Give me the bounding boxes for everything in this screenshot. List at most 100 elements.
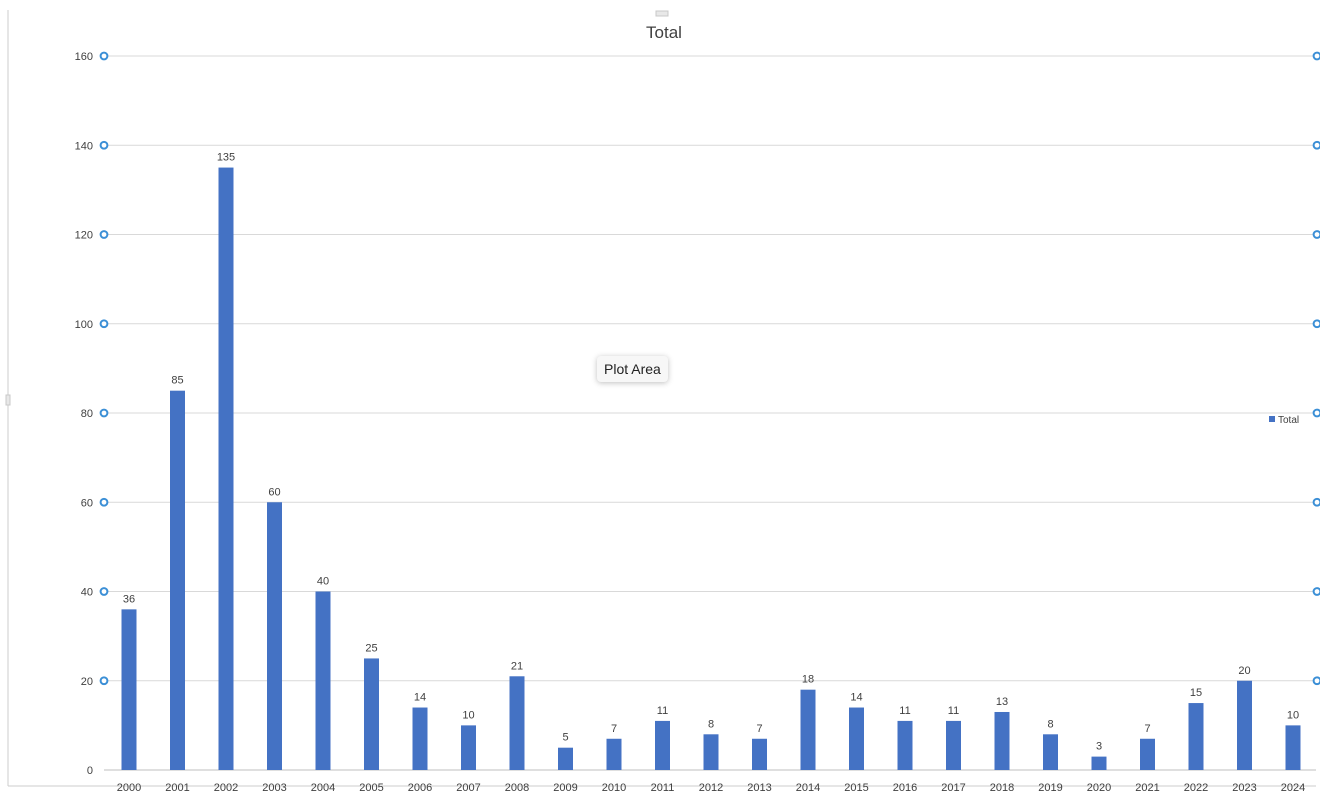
x-tick-label: 2006 <box>408 782 432 794</box>
data-label: 135 <box>217 152 235 164</box>
plot-area-left-handle[interactable] <box>99 140 109 150</box>
data-label: 40 <box>317 576 329 588</box>
x-tick-label: 2011 <box>651 782 675 794</box>
plot-area-right-handle[interactable] <box>1312 319 1320 329</box>
bar[interactable] <box>170 390 185 770</box>
chart-left-handle[interactable] <box>5 394 11 406</box>
plot-area-right-handle[interactable] <box>1312 230 1320 239</box>
x-tick-label: 2012 <box>699 782 723 794</box>
x-tick-label: 2014 <box>796 782 820 794</box>
data-label: 8 <box>1047 718 1053 730</box>
bar[interactable] <box>461 725 476 770</box>
x-tick-label: 2000 <box>117 782 141 794</box>
data-label: 18 <box>802 674 814 686</box>
data-label: 25 <box>365 642 377 654</box>
y-tick-label: 100 <box>75 319 93 331</box>
x-tick-label: 2016 <box>893 782 917 794</box>
bar[interactable] <box>364 658 379 770</box>
bar[interactable] <box>946 720 961 770</box>
x-tick-label: 2010 <box>602 782 626 794</box>
bar[interactable] <box>509 676 525 770</box>
chart-title: Total <box>646 23 682 42</box>
y-tick-label: 20 <box>81 676 93 688</box>
data-label: 7 <box>1144 723 1150 735</box>
data-label: 36 <box>123 593 135 605</box>
plot-area-left-handle[interactable] <box>99 319 109 329</box>
bar[interactable] <box>752 738 767 770</box>
x-tick-label: 2019 <box>1038 782 1062 794</box>
data-label: 11 <box>899 705 910 717</box>
x-tick-label: 2008 <box>505 782 529 794</box>
legend-label: Total <box>1278 415 1299 426</box>
data-label: 85 <box>171 375 183 387</box>
data-label: 5 <box>562 732 568 744</box>
bar[interactable] <box>1091 756 1107 770</box>
bar[interactable] <box>1188 703 1204 770</box>
x-tick-label: 2018 <box>990 782 1014 794</box>
plot-area-left-handle[interactable] <box>99 408 109 418</box>
data-label: 8 <box>708 718 714 730</box>
plot-area-right-handle[interactable] <box>1312 140 1320 150</box>
plot-area-right-handle[interactable] <box>1312 497 1320 507</box>
data-label: 20 <box>1238 665 1250 677</box>
data-label: 21 <box>511 660 523 672</box>
x-tick-label: 2002 <box>214 782 238 794</box>
plot-area-right-handle[interactable] <box>1312 408 1320 418</box>
data-label: 10 <box>462 709 474 721</box>
data-label: 10 <box>1287 709 1299 721</box>
y-tick-label: 0 <box>87 765 93 777</box>
data-label: 14 <box>414 692 426 704</box>
x-tick-label: 2007 <box>456 782 480 794</box>
bar[interactable] <box>218 167 234 770</box>
plot-area-right-handle[interactable] <box>1312 51 1320 61</box>
bar[interactable] <box>994 711 1010 770</box>
x-tick-label: 2024 <box>1281 782 1305 794</box>
bar[interactable] <box>1043 734 1058 770</box>
data-label: 7 <box>611 723 617 735</box>
x-tick-label: 2001 <box>165 782 189 794</box>
bar[interactable] <box>1237 680 1252 770</box>
bar[interactable] <box>412 707 428 770</box>
plot-area-left-handle[interactable] <box>99 51 109 61</box>
data-label: 60 <box>268 486 280 498</box>
bar[interactable] <box>606 738 622 770</box>
bar[interactable] <box>703 734 719 770</box>
data-label: 14 <box>850 692 862 704</box>
x-tick-label: 2003 <box>262 782 286 794</box>
bar[interactable] <box>897 720 913 770</box>
plot-area-right-handle[interactable] <box>1312 676 1320 686</box>
data-label: 3 <box>1096 741 1102 753</box>
y-tick-label: 80 <box>81 408 93 420</box>
x-tick-label: 2013 <box>747 782 771 794</box>
bar[interactable] <box>1140 738 1155 770</box>
bar[interactable] <box>1285 725 1301 770</box>
plot-area-left-handle[interactable] <box>99 587 109 596</box>
bar[interactable] <box>800 689 816 770</box>
x-tick-label: 2021 <box>1135 782 1159 794</box>
x-tick-label: 2004 <box>311 782 335 794</box>
plot-area-left-handle[interactable] <box>99 230 109 239</box>
bar[interactable] <box>315 591 331 771</box>
plot-area-left-handle[interactable] <box>99 497 109 507</box>
y-tick-label: 120 <box>75 230 93 242</box>
bar[interactable] <box>121 609 137 770</box>
data-label: 11 <box>948 705 959 717</box>
plot-area-right-handle[interactable] <box>1312 587 1320 596</box>
data-label: 11 <box>657 705 668 717</box>
legend-swatch <box>1269 416 1275 422</box>
data-label: 13 <box>996 696 1008 708</box>
bar[interactable] <box>267 502 282 770</box>
chart-top-handle[interactable] <box>655 10 669 17</box>
x-tick-label: 2009 <box>553 782 577 794</box>
bar[interactable] <box>655 720 670 770</box>
y-tick-label: 60 <box>81 497 93 509</box>
x-tick-label: 2023 <box>1232 782 1256 794</box>
plot-area-left-handle[interactable] <box>99 676 109 686</box>
data-label: 7 <box>756 723 762 735</box>
x-tick-label: 2017 <box>941 782 965 794</box>
bar[interactable] <box>849 707 864 770</box>
bar[interactable] <box>558 747 573 770</box>
plot-area-tooltip: Plot Area <box>597 356 668 382</box>
